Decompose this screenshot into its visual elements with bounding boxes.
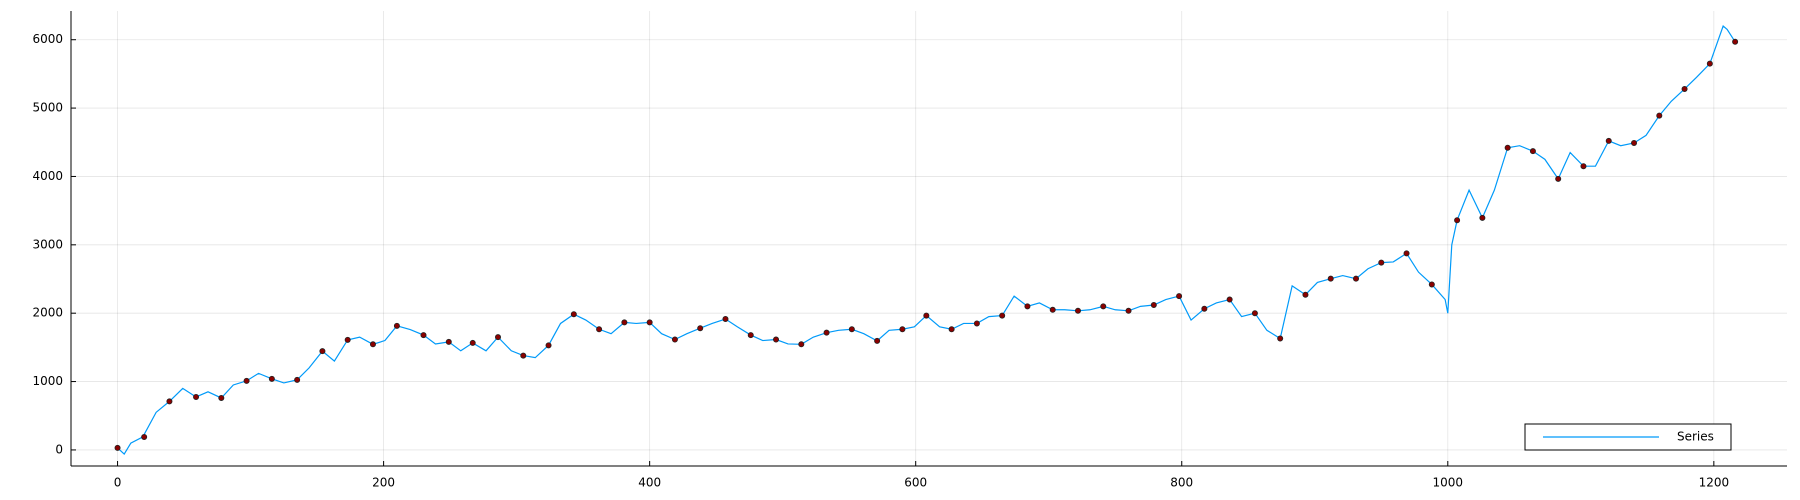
data-point [1125, 307, 1132, 314]
data-point [445, 338, 452, 345]
data-point [1732, 38, 1739, 45]
data-point [1681, 85, 1688, 92]
data-point [1605, 137, 1612, 144]
y-tick-label: 4000 [32, 169, 63, 183]
data-point [899, 326, 906, 333]
data-point [495, 334, 502, 341]
data-point [1049, 306, 1056, 313]
data-point [1277, 335, 1284, 342]
data-point [948, 326, 955, 333]
data-point [1529, 148, 1536, 155]
data-point [469, 339, 476, 346]
data-point [319, 348, 326, 355]
data-point [369, 341, 376, 348]
legend-label: Series [1677, 430, 1714, 444]
data-point [1656, 112, 1663, 119]
data-point [596, 326, 603, 333]
data-point [520, 352, 527, 359]
data-point [646, 319, 653, 326]
data-point [268, 375, 275, 382]
y-tick-label: 2000 [32, 306, 63, 320]
data-point [393, 322, 400, 329]
data-point [193, 393, 200, 400]
data-point [848, 326, 855, 333]
data-point [999, 312, 1006, 319]
data-point [1327, 275, 1334, 282]
data-point [722, 316, 729, 323]
data-point [1201, 305, 1208, 312]
data-point [1403, 250, 1410, 257]
x-tick-label: 400 [638, 476, 661, 490]
data-point [545, 342, 552, 349]
x-tick-label: 800 [1170, 476, 1193, 490]
data-point [923, 312, 930, 319]
x-tick-label: 1200 [1699, 476, 1730, 490]
data-point [773, 336, 780, 343]
data-point [747, 332, 754, 339]
data-point [1302, 291, 1309, 298]
data-point [114, 444, 121, 451]
data-point [294, 376, 301, 383]
data-point [1353, 275, 1360, 282]
data-point [697, 325, 704, 332]
data-point [798, 341, 805, 348]
y-tick-label: 1000 [32, 374, 63, 388]
data-point [1176, 293, 1183, 300]
x-tick-label: 1000 [1433, 476, 1464, 490]
data-point [1631, 139, 1638, 146]
data-point [1428, 281, 1435, 288]
data-point [1226, 296, 1233, 303]
data-point [243, 377, 250, 384]
y-tick-label: 0 [55, 442, 63, 456]
data-point [1454, 217, 1461, 224]
data-point [973, 320, 980, 327]
y-tick-label: 5000 [32, 101, 63, 115]
data-point [420, 332, 427, 339]
data-point [1580, 163, 1587, 170]
data-point [621, 319, 628, 326]
y-tick-label: 3000 [32, 237, 63, 251]
x-tick-label: 0 [114, 476, 122, 490]
data-point [1378, 259, 1385, 266]
data-point [344, 336, 351, 343]
data-point [141, 433, 148, 440]
data-point [218, 394, 225, 401]
data-point [166, 398, 173, 405]
data-line [117, 25, 1736, 455]
data-point [1150, 301, 1157, 308]
data-point [1024, 303, 1031, 310]
data-point [1504, 144, 1511, 151]
x-tick-label: 600 [904, 476, 927, 490]
data-point [1706, 60, 1713, 67]
y-tick-label: 6000 [32, 32, 63, 46]
data-point [1555, 175, 1562, 182]
data-point [570, 311, 577, 318]
data-point [1074, 307, 1081, 314]
data-point [1251, 310, 1258, 317]
data-point [671, 336, 678, 343]
data-point [823, 329, 830, 336]
data-point [1479, 214, 1486, 221]
x-tick-label: 200 [372, 476, 395, 490]
data-point [874, 337, 881, 344]
data-point [1100, 303, 1107, 310]
